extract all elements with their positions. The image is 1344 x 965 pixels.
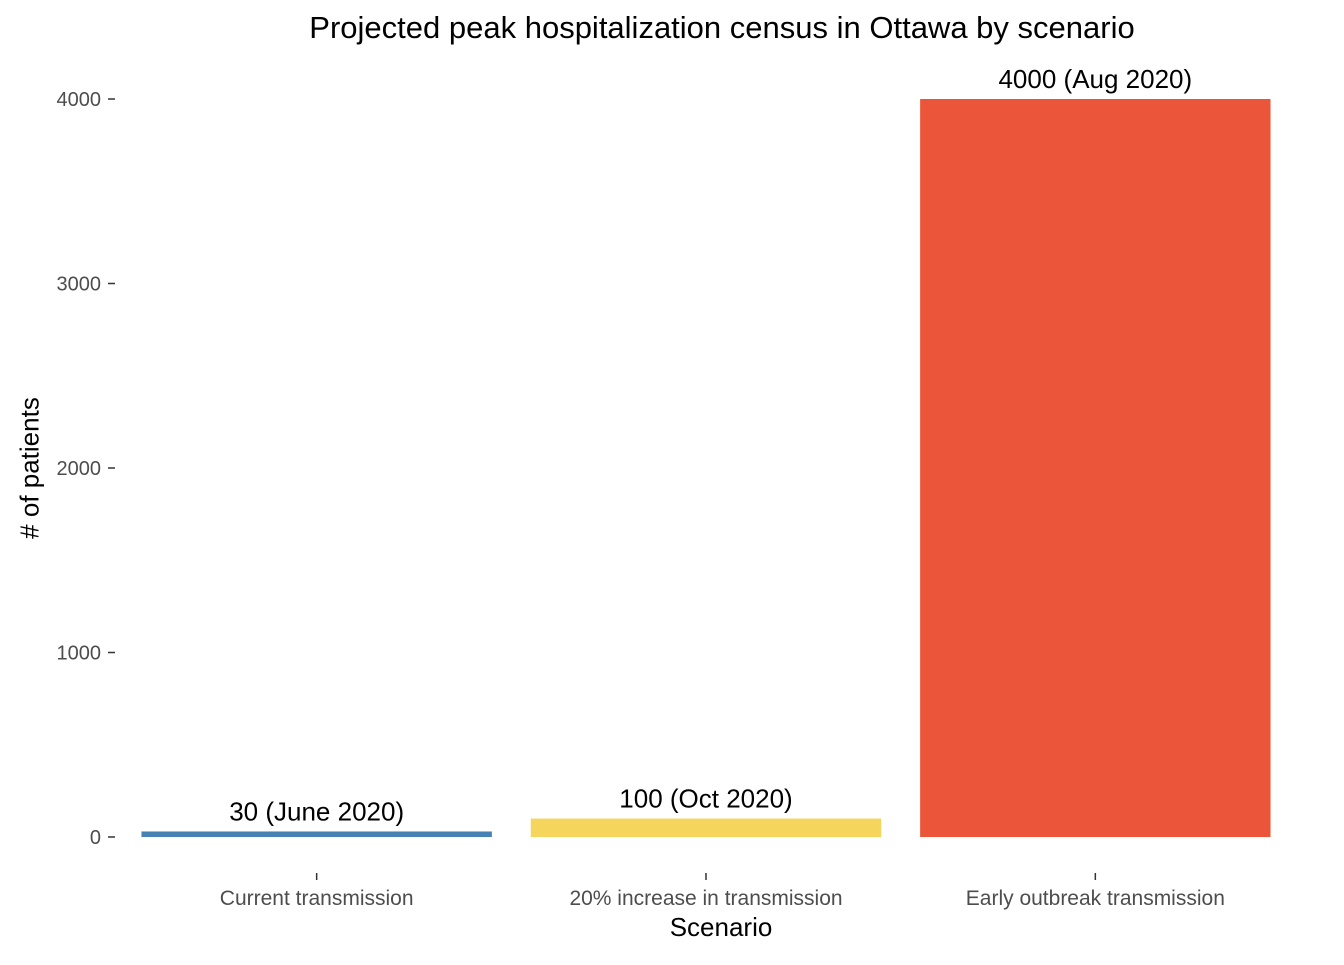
y-tick-label: 3000 xyxy=(57,274,102,296)
bar xyxy=(141,831,492,837)
bar xyxy=(530,818,882,837)
data-label: 30 (June 2020) xyxy=(229,796,404,826)
y-tick-label: 2000 xyxy=(57,458,102,480)
data-label: 4000 (Aug 2020) xyxy=(998,64,1192,94)
y-tick-label: 4000 xyxy=(57,89,102,111)
y-tick-label: 0 xyxy=(90,827,101,849)
x-tick-label: 20% increase in transmission xyxy=(569,887,842,910)
x-tick-label: Early outbreak transmission xyxy=(966,887,1225,910)
y-tick-label: 1000 xyxy=(57,643,102,665)
data-label: 100 (Oct 2020) xyxy=(619,784,792,814)
x-tick-label: Current transmission xyxy=(220,887,414,910)
bar xyxy=(920,99,1271,837)
y-axis-title: # of patients xyxy=(14,397,45,539)
x-axis-title: Scenario xyxy=(669,912,773,942)
chart-title: Projected peak hospitalization census in… xyxy=(309,10,1135,45)
